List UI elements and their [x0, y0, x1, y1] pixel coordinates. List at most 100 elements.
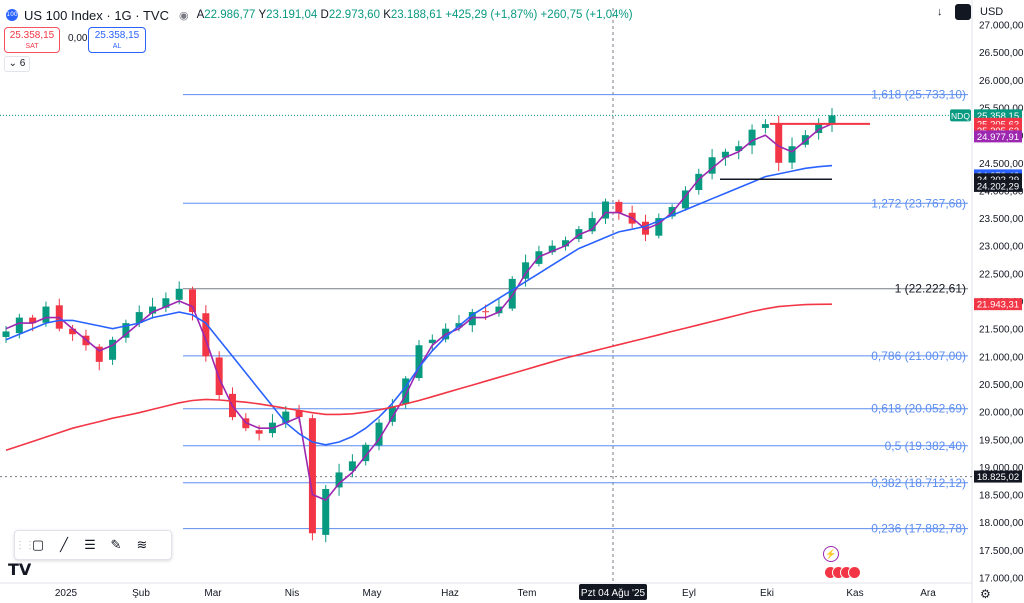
y-tick-label: 18.000,00: [979, 518, 1024, 529]
ma-mid-line: [5, 164, 833, 446]
y-tick-label: 27.000,00: [979, 21, 1024, 32]
candle-body: [588, 218, 596, 232]
candle-body: [322, 489, 330, 535]
candle-body: [15, 317, 23, 334]
x-tick-label: Tem: [518, 588, 537, 599]
y-tick-label: 26.000,00: [979, 76, 1024, 87]
crosshair-date-badge: [579, 584, 647, 600]
candle-body: [189, 289, 197, 313]
fib-icon[interactable]: ≋: [136, 537, 148, 552]
candle-body: [375, 422, 383, 446]
buy-price: 25.358,15: [94, 30, 140, 41]
candle-body: [681, 190, 689, 209]
candle-body: [402, 378, 410, 405]
fib-level-label: 0,236 (17.882,78): [871, 522, 966, 536]
y-tick-label: 22.500,00: [979, 269, 1024, 280]
candle-body: [602, 201, 610, 219]
tradingview-logo: TV: [8, 560, 32, 579]
line-icon[interactable]: ╱: [60, 537, 68, 552]
candle-body: [562, 240, 570, 247]
candle-body: [468, 312, 476, 326]
candle-body: [388, 406, 396, 422]
y-tick-label: 21.000,00: [979, 352, 1024, 363]
x-tick-label: Kas: [846, 588, 863, 599]
x-tick-label: May: [363, 588, 382, 599]
y-tick-label: 24.000,00: [979, 186, 1024, 197]
sell-button[interactable]: 25.358,15 SAT: [4, 27, 60, 53]
symbol-logo-icon: 100: [6, 9, 18, 21]
fib-level-label: 0,5 (19.382,40): [885, 439, 966, 453]
crosshair-date-label: Pzt 04 Ağu '25: [581, 588, 646, 599]
events-flags-icon[interactable]: [824, 566, 861, 579]
candle-body: [708, 157, 716, 174]
candle-body: [42, 306, 50, 323]
gear-icon[interactable]: ⚙: [980, 587, 991, 601]
candle-body: [135, 312, 143, 323]
y-tick-label: 25.500,00: [979, 104, 1024, 115]
x-tick-label: Şub: [132, 588, 150, 599]
price-label: 18.825,02: [977, 472, 1019, 483]
candle-body: [308, 418, 316, 534]
candle-body: [735, 146, 743, 152]
y-tick-label: 17.500,00: [979, 546, 1024, 557]
header-bar: 100 US 100 Index · 1G · TVC ◉ A22.986,77…: [0, 0, 972, 30]
candle-body: [202, 313, 210, 357]
candle-body: [149, 306, 157, 314]
x-tick-label: Eki: [760, 588, 774, 599]
candle-body: [295, 410, 303, 418]
sell-price: 25.358,15: [9, 30, 55, 41]
buy-button[interactable]: 25.358,15 AL: [88, 27, 146, 53]
x-tick-label: Haz: [441, 588, 459, 599]
eye-icon[interactable]: ◉: [179, 9, 189, 22]
x-tick-label: Ara: [920, 588, 936, 599]
price-tag-label: NDQ: [951, 111, 970, 121]
ma-fast-line: [5, 123, 833, 502]
candle-body: [415, 345, 423, 379]
x-tick-label: Nis: [285, 588, 299, 599]
candle-body: [282, 411, 290, 423]
candle-body: [428, 339, 436, 344]
y-tick-label: 21.500,00: [979, 325, 1024, 336]
symbol-title[interactable]: US 100 Index · 1G · TVC: [24, 7, 169, 23]
y-tick-label: 20.000,00: [979, 408, 1024, 419]
candle-body: [362, 444, 370, 462]
candle-body: [775, 123, 783, 163]
candle-body: [162, 298, 170, 308]
price-label: 24.977,91: [977, 132, 1019, 143]
lightning-icon[interactable]: ⚡: [823, 546, 839, 562]
indicator-count: 6: [19, 58, 26, 69]
fib-level-label: 0,786 (21.007,00): [871, 349, 966, 363]
indicator-collapse-toggle[interactable]: ⌄ 6: [4, 56, 30, 72]
price-tag-badge: [950, 109, 971, 122]
candle-body: [761, 124, 769, 128]
price-label-badge: [974, 130, 1022, 143]
candle-body: [495, 306, 503, 314]
price-label-badge: [974, 179, 1022, 192]
candle-body: [122, 323, 130, 338]
drag-handle-icon[interactable]: ⋮⋮: [15, 539, 35, 551]
screenshot-icon[interactable]: [955, 4, 971, 20]
ohlc-values: A22.986,77 Y23.191,04 D22.973,60 K23.188…: [196, 9, 633, 21]
rectangle-icon[interactable]: ▢: [31, 537, 45, 552]
fib-level-label: 1,272 (23.767,68): [871, 196, 966, 210]
candle-body: [748, 129, 756, 146]
candle-body: [109, 339, 117, 360]
candle-body: [175, 288, 183, 300]
candle-body: [255, 430, 263, 434]
currency-selector[interactable]: USD: [980, 6, 1004, 18]
pen-icon[interactable]: ✎: [110, 537, 122, 552]
fib-level-label: 0,382 (18.712,12): [871, 476, 966, 490]
x-tick-label: Mar: [204, 588, 222, 599]
y-tick-label: 24.500,00: [979, 159, 1024, 170]
candle-body: [508, 278, 516, 309]
y-tick-label: 26.500,00: [979, 48, 1024, 59]
fib-level-label: 1,618 (25.733,10): [871, 88, 966, 102]
candle-body: [522, 262, 530, 279]
price-label-badge: [974, 470, 1022, 483]
parallel-lines-icon[interactable]: ☰: [84, 537, 96, 552]
download-icon[interactable]: ↓: [937, 6, 943, 18]
candle-body: [655, 218, 663, 236]
candle-body: [69, 328, 77, 335]
candle-body: [95, 346, 103, 362]
